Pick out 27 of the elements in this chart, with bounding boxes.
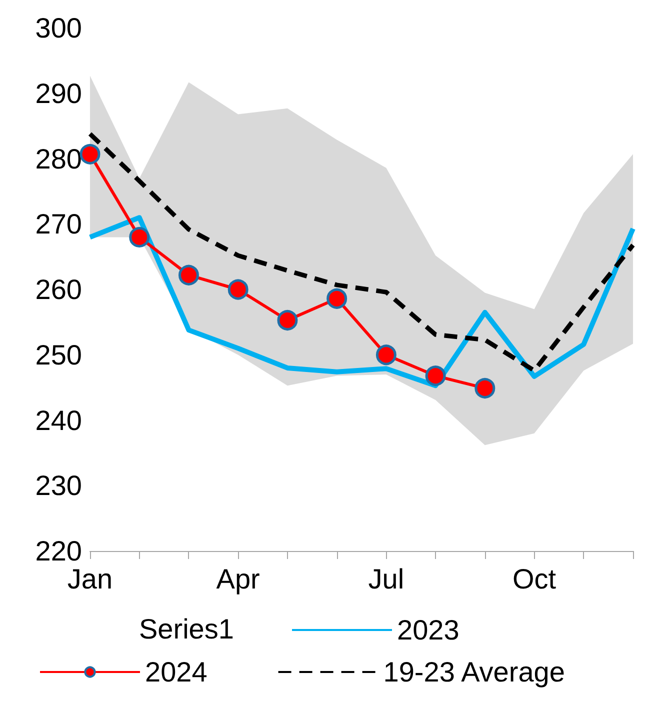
x-tick-label: Oct: [512, 564, 556, 594]
point: [80, 144, 100, 164]
point: [425, 366, 446, 386]
x-tick-label: Jul: [368, 564, 404, 594]
point: [376, 344, 396, 366]
legend-label: 2024: [145, 656, 208, 688]
y-tick-label: 290: [35, 78, 82, 109]
legend-label: 19-23 Average: [383, 656, 565, 688]
y-tick-label: 240: [35, 404, 82, 436]
point: [129, 226, 150, 248]
y-tick-label: 250: [35, 339, 82, 370]
x-tick-label: Apr: [216, 564, 260, 594]
y-tick-label: 220: [35, 536, 82, 566]
x-tick-label: Jan: [67, 564, 113, 594]
y-tick-label: 260: [35, 274, 82, 305]
line-series: [88, 132, 636, 373]
point: [178, 264, 199, 286]
text: Series1: [139, 614, 234, 644]
y-tick-label: 270: [35, 208, 82, 240]
legend-label: 2023: [397, 614, 460, 646]
point: [228, 279, 248, 300]
y-tick-label: 280: [35, 143, 82, 174]
y-tick-label: 230: [35, 470, 82, 502]
point: [326, 288, 348, 309]
point: [277, 310, 298, 330]
y-tick-label: 300: [35, 12, 82, 44]
point: [474, 378, 496, 398]
